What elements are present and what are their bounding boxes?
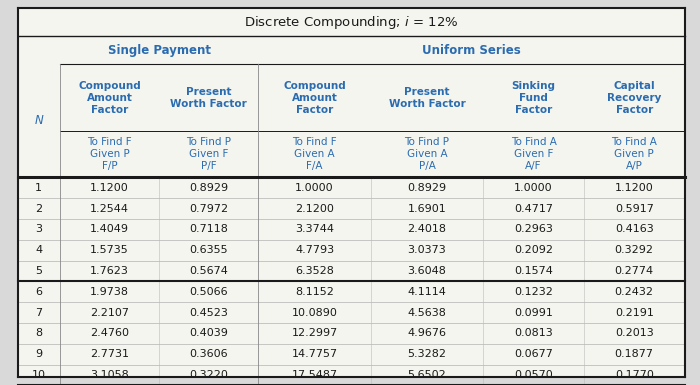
Text: 0.1877: 0.1877: [615, 349, 654, 359]
Text: Single Payment: Single Payment: [108, 44, 211, 57]
Text: To Find P
Given F
P/F: To Find P Given F P/F: [186, 137, 232, 171]
Text: 1.4049: 1.4049: [90, 224, 130, 234]
Text: Compound
Amount
Factor: Compound Amount Factor: [78, 80, 141, 115]
Text: 0.8929: 0.8929: [407, 183, 447, 193]
Text: 0.0570: 0.0570: [514, 370, 553, 380]
Text: To Find F
Given A
F/A: To Find F Given A F/A: [293, 137, 337, 171]
Text: 0.2432: 0.2432: [615, 287, 654, 297]
Text: 3.3744: 3.3744: [295, 224, 334, 234]
Text: 0.1574: 0.1574: [514, 266, 553, 276]
Text: 4.5638: 4.5638: [407, 308, 447, 318]
Text: 0.5674: 0.5674: [190, 266, 228, 276]
Text: 0.4039: 0.4039: [190, 328, 228, 338]
Text: 2.4018: 2.4018: [407, 224, 447, 234]
Text: 0.3606: 0.3606: [190, 349, 228, 359]
Text: 1.1200: 1.1200: [90, 183, 129, 193]
Text: Compound
Amount
Factor: Compound Amount Factor: [284, 80, 346, 115]
Text: 0.1770: 0.1770: [615, 370, 654, 380]
Text: 0.3292: 0.3292: [615, 245, 654, 255]
Text: Capital
Recovery
Factor: Capital Recovery Factor: [607, 80, 662, 115]
Text: 0.2963: 0.2963: [514, 224, 553, 234]
Text: 0.5066: 0.5066: [190, 287, 228, 297]
Text: 0.0813: 0.0813: [514, 328, 553, 338]
Text: 0.5917: 0.5917: [615, 204, 654, 214]
Text: 10.0890: 10.0890: [292, 308, 337, 318]
Text: 0.4523: 0.4523: [190, 308, 228, 318]
Text: 1.9738: 1.9738: [90, 287, 130, 297]
Text: 0.0677: 0.0677: [514, 349, 553, 359]
Text: 5: 5: [35, 266, 42, 276]
Text: To Find P
Given A
P/A: To Find P Given A P/A: [405, 137, 449, 171]
Text: Discrete Compounding; $i$ = 12%: Discrete Compounding; $i$ = 12%: [244, 14, 458, 31]
Text: 0.6355: 0.6355: [190, 245, 228, 255]
Text: 8: 8: [35, 328, 43, 338]
Text: 6.3528: 6.3528: [295, 266, 334, 276]
Text: Present
Worth Factor: Present Worth Factor: [171, 87, 247, 109]
Text: 1.1200: 1.1200: [615, 183, 654, 193]
Text: 0.2774: 0.2774: [615, 266, 654, 276]
Text: 1: 1: [35, 183, 42, 193]
Text: 0.0991: 0.0991: [514, 308, 553, 318]
Text: 2.7731: 2.7731: [90, 349, 130, 359]
Text: 4.9676: 4.9676: [407, 328, 447, 338]
Text: 5.6502: 5.6502: [407, 370, 447, 380]
Text: 12.2997: 12.2997: [291, 328, 338, 338]
Text: 3.0373: 3.0373: [407, 245, 447, 255]
Text: 8.1152: 8.1152: [295, 287, 334, 297]
Text: 14.7757: 14.7757: [292, 349, 337, 359]
Text: 0.1232: 0.1232: [514, 287, 553, 297]
Text: 9: 9: [35, 349, 43, 359]
Text: 1.0000: 1.0000: [295, 183, 334, 193]
Text: 2: 2: [35, 204, 43, 214]
Text: 6: 6: [35, 287, 42, 297]
Text: N: N: [34, 114, 43, 127]
Text: 3.6048: 3.6048: [407, 266, 447, 276]
Text: 0.4717: 0.4717: [514, 204, 553, 214]
Text: To Find A
Given F
A/F: To Find A Given F A/F: [510, 137, 556, 171]
Text: 0.3220: 0.3220: [190, 370, 228, 380]
Text: 0.2191: 0.2191: [615, 308, 654, 318]
Text: 1.6901: 1.6901: [407, 204, 447, 214]
Text: 2.1200: 2.1200: [295, 204, 334, 214]
Text: 1.7623: 1.7623: [90, 266, 129, 276]
Text: 1.0000: 1.0000: [514, 183, 553, 193]
Text: 2.2107: 2.2107: [90, 308, 130, 318]
Text: 0.2092: 0.2092: [514, 245, 553, 255]
Text: To Find A
Given P
A/P: To Find A Given P A/P: [611, 137, 657, 171]
Text: 17.5487: 17.5487: [292, 370, 337, 380]
Text: 1.2544: 1.2544: [90, 204, 130, 214]
Text: 0.7972: 0.7972: [189, 204, 228, 214]
Text: 3: 3: [35, 224, 42, 234]
Text: 0.8929: 0.8929: [189, 183, 228, 193]
Text: 4: 4: [35, 245, 43, 255]
Text: 4.1114: 4.1114: [407, 287, 447, 297]
Text: 1.5735: 1.5735: [90, 245, 129, 255]
Text: 5.3282: 5.3282: [407, 349, 447, 359]
Text: 0.2013: 0.2013: [615, 328, 654, 338]
Text: Uniform Series: Uniform Series: [422, 44, 521, 57]
Text: 4.7793: 4.7793: [295, 245, 334, 255]
Text: 0.4163: 0.4163: [615, 224, 654, 234]
Text: 7: 7: [35, 308, 43, 318]
Text: 3.1058: 3.1058: [90, 370, 129, 380]
Text: To Find F
Given P
F/P: To Find F Given P F/P: [88, 137, 132, 171]
Text: Present
Worth Factor: Present Worth Factor: [389, 87, 466, 109]
Text: 10: 10: [32, 370, 46, 380]
Text: 2.4760: 2.4760: [90, 328, 130, 338]
Text: Sinking
Fund
Factor: Sinking Fund Factor: [512, 80, 556, 115]
Text: 0.7118: 0.7118: [190, 224, 228, 234]
